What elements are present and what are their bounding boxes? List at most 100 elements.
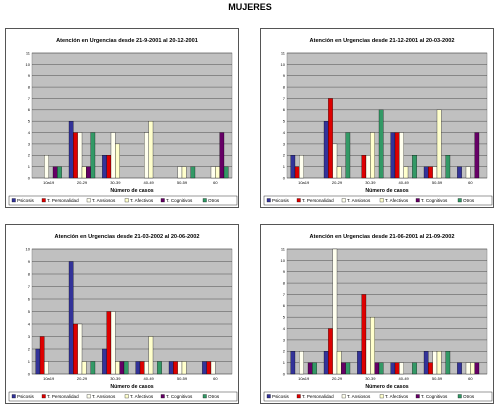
y-tick-label: 3	[28, 334, 31, 339]
y-tick-label: 5	[283, 315, 286, 320]
legend-box	[8, 195, 238, 206]
bar-psicosis-0	[290, 155, 296, 179]
bar-t-cognitivos-5	[474, 132, 480, 179]
bar-otros-3	[412, 155, 417, 179]
y-tick-label: 10	[26, 62, 31, 67]
bar-t-ansiosos-5	[465, 362, 471, 375]
legend-swatch	[11, 198, 16, 203]
bar-t-afectivos-1	[81, 361, 87, 375]
bar-otros-1	[345, 362, 351, 375]
bar-t-personalidad-2	[361, 155, 367, 179]
chart-panel-3: Atención en Urgencias desde 21-03-2002 a…	[5, 224, 239, 404]
x-tick-label: 50-59	[432, 376, 443, 381]
legend-label: T. Personalidad	[47, 198, 79, 203]
bar-t-ansiosos-2	[365, 155, 371, 179]
bar-otros-0	[312, 362, 317, 375]
y-tick-label: 10	[281, 62, 286, 67]
page-title: MUJERES	[228, 2, 272, 12]
chart-svg: Atención en Urgencias desde 21-12-2001 a…	[263, 38, 493, 206]
legend: Psicosis T. Personalidad T. Ansiosos T. Afe…	[263, 195, 493, 206]
y-tick-label: 8	[28, 84, 31, 89]
y-tick-label: 11	[26, 50, 31, 55]
plot-area	[31, 52, 233, 179]
y-tick-label: 6	[28, 296, 31, 301]
bar-t-ansiosos-3	[399, 362, 404, 375]
y-tick-label: 9	[283, 73, 286, 78]
plot-area	[286, 52, 488, 179]
bar-t-afectivos-2	[115, 361, 120, 375]
chart-svg: Atención en Urgencias desde 21-03-2002 a…	[8, 234, 238, 402]
y-tick-label: 9	[28, 73, 31, 78]
x-tick-label: 60	[468, 376, 473, 381]
bar-t-afectivos-1	[81, 166, 87, 179]
bar-t-ansiosos-1	[332, 143, 338, 179]
bar-t-cognitivos-5	[219, 132, 225, 179]
x-tick-label: 50-59	[177, 180, 188, 185]
legend-swatch	[266, 394, 271, 399]
bar-otros-2	[378, 362, 384, 375]
x-tick-label: 20-29	[332, 180, 343, 185]
x-tick-label: 20-29	[332, 376, 343, 381]
bar-t-ansiosos-2	[365, 339, 371, 375]
bar-t-ansiosos-5	[465, 166, 471, 179]
bar-t-personalidad-1	[73, 132, 78, 179]
y-tick-label: 6	[283, 303, 286, 308]
legend-swatch	[266, 198, 271, 203]
bar-otros-1	[90, 132, 96, 179]
y-tick-label: 4	[283, 130, 286, 135]
x-tick-label: 30-39	[110, 180, 121, 185]
bar-t-ansiosos-4	[177, 166, 183, 179]
bar-t-afectivos-2	[370, 132, 375, 179]
x-tick-label: 30-39	[365, 180, 376, 185]
y-tick-label: 7	[28, 284, 31, 289]
bar-psicosis-3	[390, 132, 396, 179]
legend-label: T. Cognitivos	[166, 394, 193, 399]
bar-psicosis-3	[390, 362, 396, 375]
bar-t-ansiosos-3	[144, 132, 149, 179]
legend-label: T. Afectivos	[385, 394, 409, 399]
bar-t-afectivos-3	[403, 166, 409, 179]
legend-swatch	[160, 394, 165, 399]
legend-label: Otros	[208, 198, 220, 203]
y-tick-label: 2	[28, 153, 31, 158]
bar-t-cognitivos-0	[307, 362, 313, 375]
bar-psicosis-2	[357, 351, 362, 375]
x-tick-label: 60	[468, 180, 473, 185]
legend-swatch	[379, 198, 384, 203]
bar-t-ansiosos-1	[77, 132, 83, 179]
y-tick-label: 6	[283, 107, 286, 112]
legend-label: Psicosis	[272, 394, 290, 399]
legend-label: Otros	[463, 198, 475, 203]
legend-label: Psicosis	[272, 198, 290, 203]
plot-area	[286, 248, 488, 375]
x-tick-label: 60	[213, 180, 218, 185]
bar-psicosis-2	[102, 348, 107, 375]
bar-t-personalidad-1	[328, 328, 333, 375]
legend-swatch	[379, 394, 384, 399]
bar-t-personalidad-2	[106, 155, 112, 179]
legend-label: T. Ansiosos	[92, 394, 116, 399]
bar-otros-4	[445, 351, 451, 375]
legend-swatch	[296, 198, 301, 203]
legend-swatch	[341, 394, 346, 399]
bar-t-afectivos-3	[148, 336, 154, 375]
x-tick-label: 60	[213, 376, 218, 381]
chart-panel-2: Atención en Urgencias desde 21-12-2001 a…	[260, 28, 494, 208]
bar-t-ansiosos-4	[177, 361, 183, 375]
bar-t-ansiosos-2	[110, 311, 116, 375]
y-tick-label: 1	[283, 164, 286, 169]
y-tick-label: 10	[281, 258, 286, 263]
legend-swatch	[41, 198, 46, 203]
bar-t-personalidad-0	[39, 336, 45, 375]
y-tick-label: 7	[283, 96, 286, 101]
y-tick-label: 8	[283, 84, 286, 89]
bar-otros-1	[90, 361, 96, 375]
legend-label: T. Personalidad	[47, 394, 79, 399]
bar-t-ansiosos-5	[210, 166, 216, 179]
bar-psicosis-1	[68, 261, 74, 375]
chart-panel-1: Atención en Urgencias desde 21-9-2001 al…	[5, 28, 239, 208]
x-tick-label: 10a19	[298, 180, 310, 185]
legend: Psicosis T. Personalidad T. Ansiosos T. Afe…	[263, 391, 493, 402]
x-tick-label: 40-49	[144, 376, 155, 381]
y-tick-label: 2	[283, 349, 286, 354]
